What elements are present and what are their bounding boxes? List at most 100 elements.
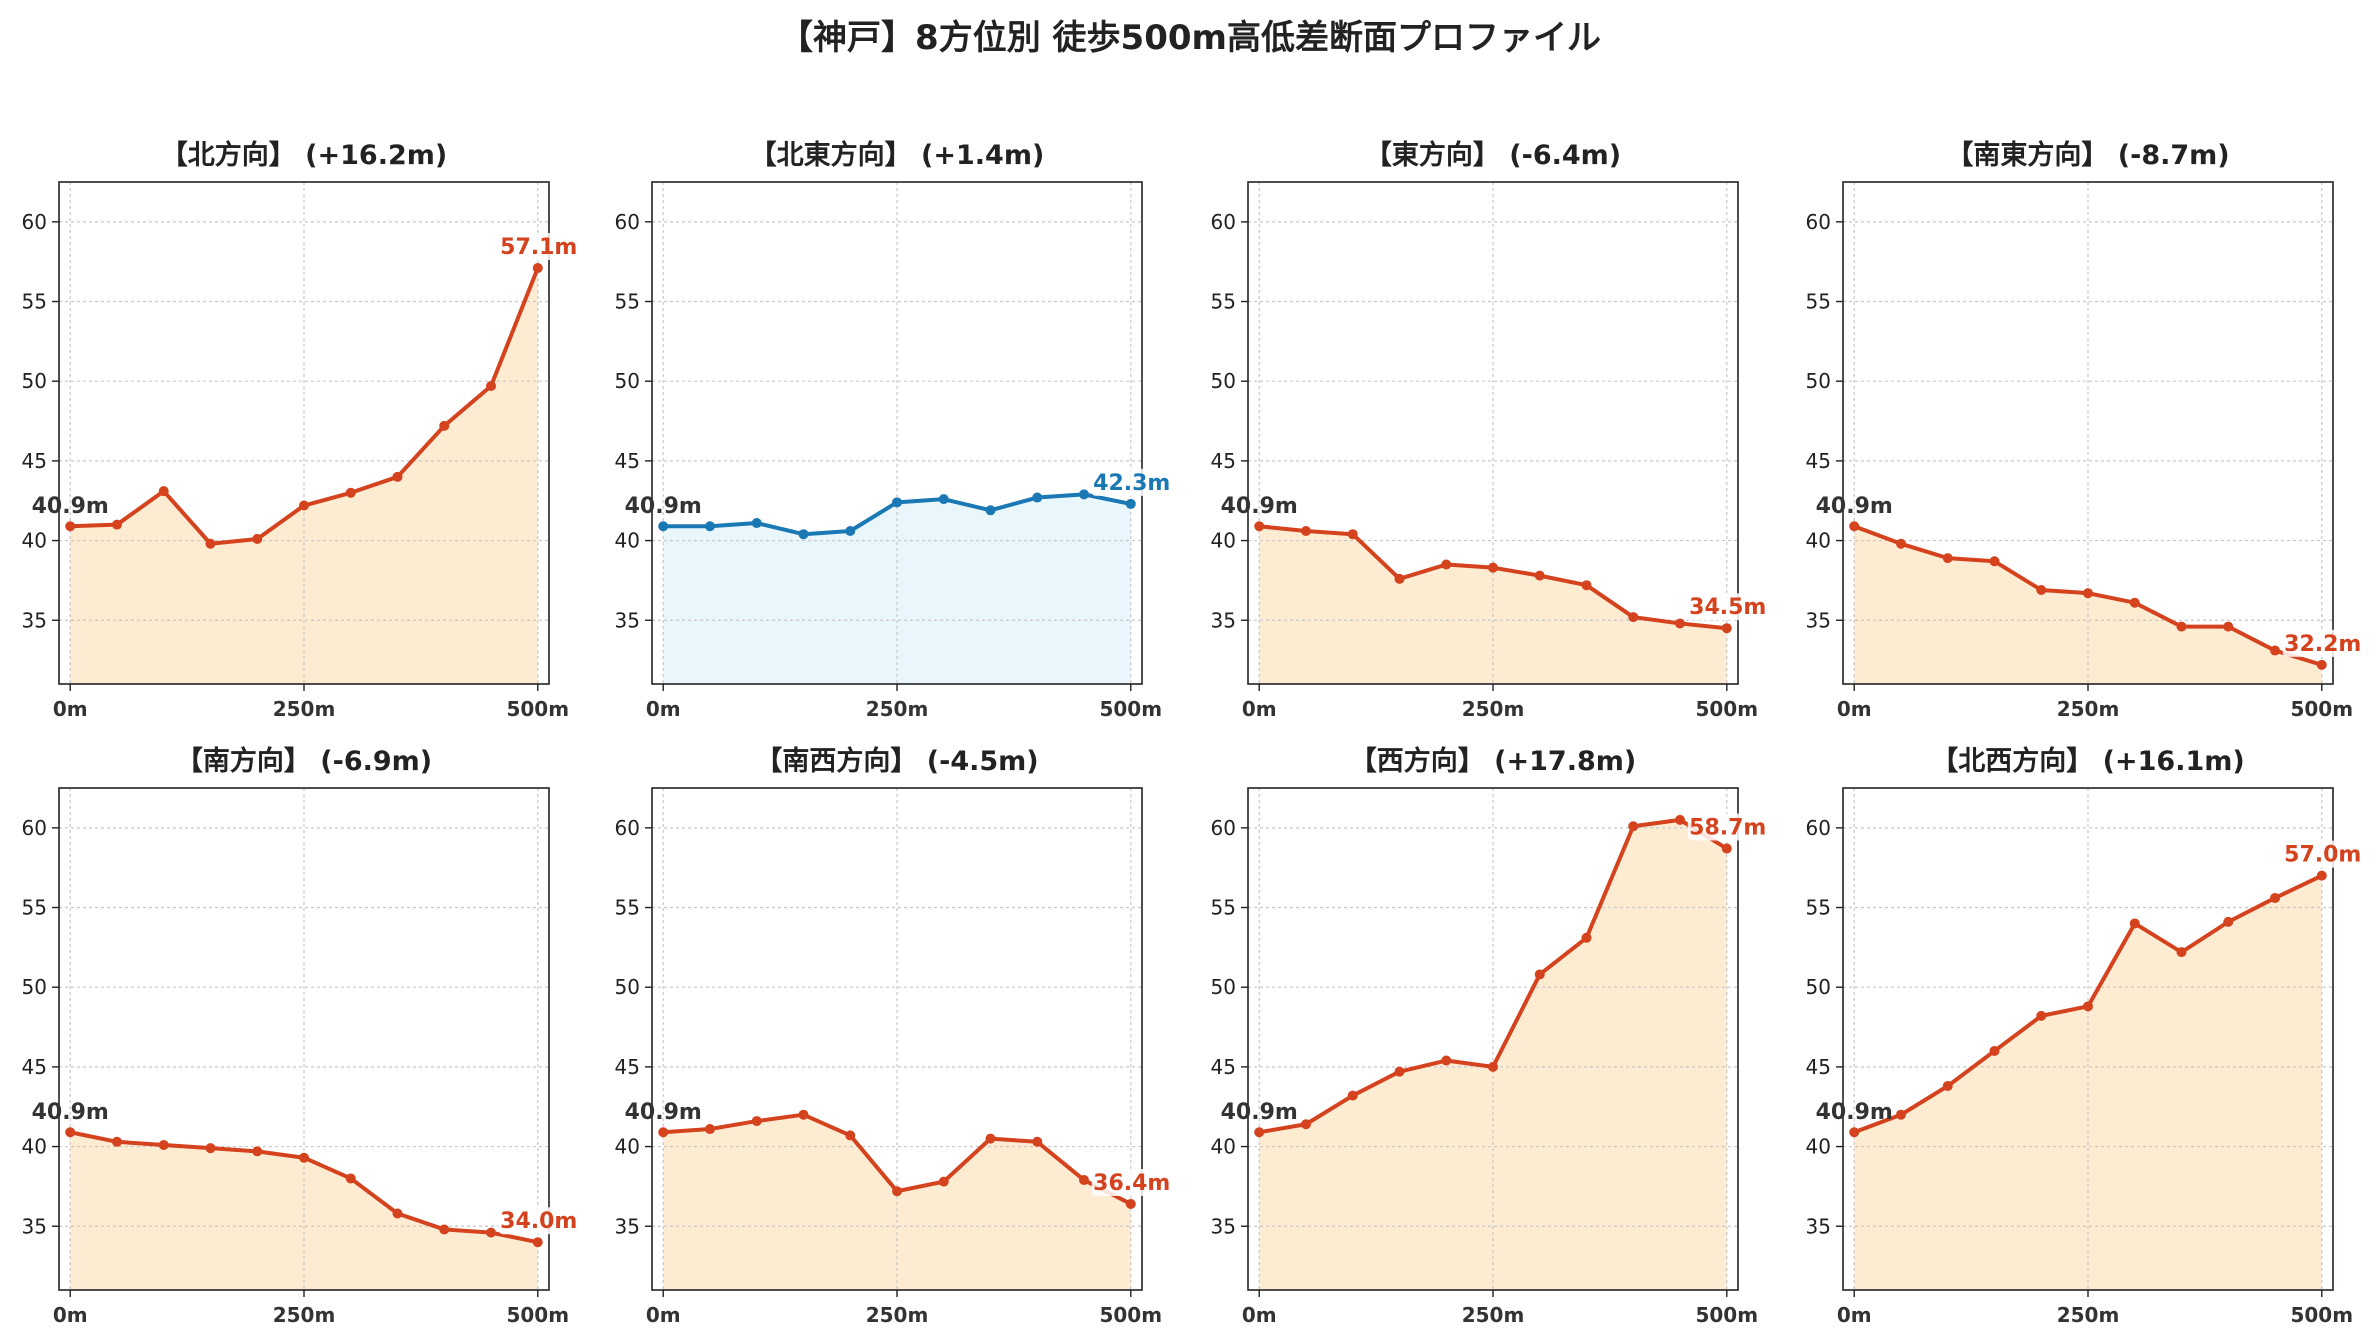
y-tick-label: 60 (1806, 816, 1831, 840)
y-tick-label: 50 (1806, 975, 1831, 999)
y-tick-label: 40 (22, 529, 47, 553)
data-point (2316, 659, 2327, 670)
start-elevation-label: 40.9m (1816, 494, 1893, 519)
data-point (938, 1176, 949, 1187)
data-point (845, 526, 856, 537)
subplot-title: 【東方向】 (-6.4m) (1365, 139, 1621, 171)
data-point (845, 1130, 856, 1141)
x-tick-label: 500m (2290, 1303, 2353, 1327)
data-point (2316, 870, 2327, 881)
data-point (1254, 521, 1265, 532)
data-point (299, 500, 309, 511)
data-point (985, 1133, 996, 1144)
data-point (1628, 821, 1639, 832)
end-label-bg (1091, 1168, 1172, 1196)
subplot-4: 【南東方向】 (-8.7m) 35 40 45 50 55 60 0m 250m 500m 40.9… (1806, 139, 2363, 721)
data-point (1488, 1061, 1498, 1072)
data-point (1125, 498, 1136, 509)
subplot-title: 【北東方向】 (+1.4m) (750, 139, 1045, 171)
data-point (486, 380, 497, 391)
y-tick-label: 40 (1806, 1135, 1831, 1159)
subplot-2: 【北東方向】 (+1.4m) 35 40 45 50 55 60 0m 250m 500m 40.9… (615, 139, 1172, 721)
area-fill (70, 268, 538, 684)
y-tick-label: 50 (615, 975, 640, 999)
data-point (1534, 570, 1545, 581)
data-point (1394, 1066, 1405, 1077)
data-point (65, 1127, 76, 1138)
start-elevation-label: 40.9m (32, 494, 109, 519)
x-tick-label: 0m (53, 697, 88, 721)
data-point (2176, 947, 2187, 958)
data-point (892, 1186, 902, 1197)
x-tick-label: 0m (646, 1303, 681, 1327)
data-point (2223, 916, 2234, 927)
data-point (1441, 559, 1452, 570)
data-point (532, 1237, 543, 1248)
y-tick-label: 50 (22, 369, 47, 393)
x-tick-label: 0m (1837, 1303, 1872, 1327)
data-point (1079, 1175, 1090, 1186)
data-point (1300, 1119, 1311, 1130)
data-point (205, 538, 216, 549)
x-tick-label: 500m (506, 697, 569, 721)
data-point (205, 1143, 216, 1154)
y-tick-label: 60 (22, 816, 47, 840)
x-tick-label: 500m (1099, 1303, 1162, 1327)
y-tick-label: 55 (1211, 290, 1236, 314)
x-tick-label: 0m (53, 1303, 88, 1327)
end-elevation-label: 32.2m (2284, 632, 2361, 657)
end-label-bg (2282, 840, 2363, 868)
subplot-title: 【北方向】 (+16.2m) (161, 139, 447, 171)
y-tick-label: 40 (22, 1135, 47, 1159)
data-point (2036, 1010, 2047, 1021)
data-point (486, 1227, 497, 1238)
x-tick-label: 250m (1462, 697, 1525, 721)
subplot-title: 【南東方向】 (-8.7m) (1946, 139, 2229, 171)
x-tick-label: 250m (2057, 697, 2120, 721)
data-point (985, 505, 996, 516)
x-tick-label: 250m (2057, 1303, 2120, 1327)
data-point (1675, 618, 1686, 629)
data-point (111, 519, 122, 530)
data-point (158, 486, 169, 497)
subplot-1: 【北方向】 (+16.2m) 35 40 45 50 55 60 0m 250m 500m 40.9… (22, 139, 579, 721)
y-tick-label: 45 (22, 449, 47, 473)
data-point (2129, 597, 2140, 608)
data-point (1721, 843, 1732, 854)
data-point (658, 1127, 669, 1138)
start-elevation-label: 40.9m (625, 494, 702, 519)
data-point (1581, 932, 1592, 943)
y-tick-label: 35 (1211, 1214, 1236, 1238)
y-tick-label: 35 (1211, 608, 1236, 632)
subplot-5: 【南方向】 (-6.9m) 35 40 45 50 55 60 0m 250m 500m 40.9m… (22, 745, 579, 1327)
data-point (2036, 584, 2047, 595)
data-point (1849, 521, 1860, 532)
data-point (2083, 588, 2093, 599)
y-tick-label: 55 (1806, 290, 1831, 314)
end-elevation-label: 57.0m (2284, 843, 2361, 868)
y-tick-label: 40 (1806, 529, 1831, 553)
subplot-title: 【南西方向】 (-4.5m) (755, 745, 1038, 777)
data-point (1254, 1127, 1265, 1138)
y-tick-label: 60 (22, 210, 47, 234)
start-elevation-label: 40.9m (1221, 494, 1298, 519)
data-point (1394, 573, 1405, 584)
y-tick-label: 45 (1806, 1055, 1831, 1079)
data-point (704, 1124, 715, 1135)
data-point (1441, 1055, 1452, 1066)
y-tick-label: 45 (22, 1055, 47, 1079)
data-point (158, 1139, 169, 1150)
y-tick-label: 55 (1211, 896, 1236, 920)
data-point (1989, 1045, 2000, 1056)
data-point (1581, 580, 1592, 591)
x-tick-label: 0m (646, 697, 681, 721)
end-elevation-label: 57.1m (500, 235, 577, 260)
data-point (798, 529, 809, 540)
data-point (392, 471, 403, 482)
x-tick-label: 0m (1242, 1303, 1277, 1327)
y-tick-label: 40 (1211, 1135, 1236, 1159)
y-tick-label: 45 (615, 1055, 640, 1079)
subplot-6: 【南西方向】 (-4.5m) 35 40 45 50 55 60 0m 250m 500m 40.9… (615, 745, 1172, 1327)
x-tick-label: 500m (1695, 1303, 1758, 1327)
